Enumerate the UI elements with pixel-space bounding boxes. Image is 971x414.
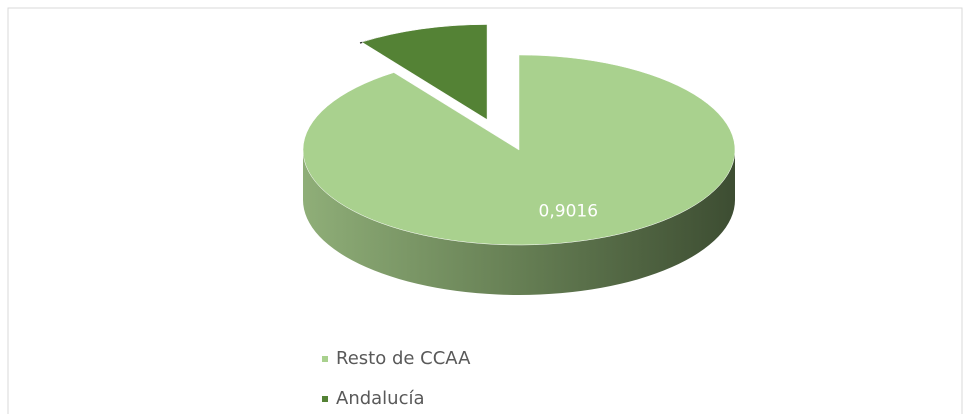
data-label: 0,9016: [539, 202, 598, 222]
pie: 0,9016: [302, 24, 736, 295]
slice: [361, 24, 488, 120]
legend: Resto de CCAA Andalucía: [322, 348, 471, 409]
legend-label: Resto de CCAA: [336, 348, 471, 369]
legend-swatch: [322, 356, 328, 362]
slice-side: [303, 150, 735, 295]
slice: [302, 54, 736, 295]
slice-top: [302, 54, 736, 246]
legend-swatch: [322, 396, 328, 402]
legend-label: Andalucía: [336, 388, 425, 409]
slice-top: [361, 24, 488, 120]
